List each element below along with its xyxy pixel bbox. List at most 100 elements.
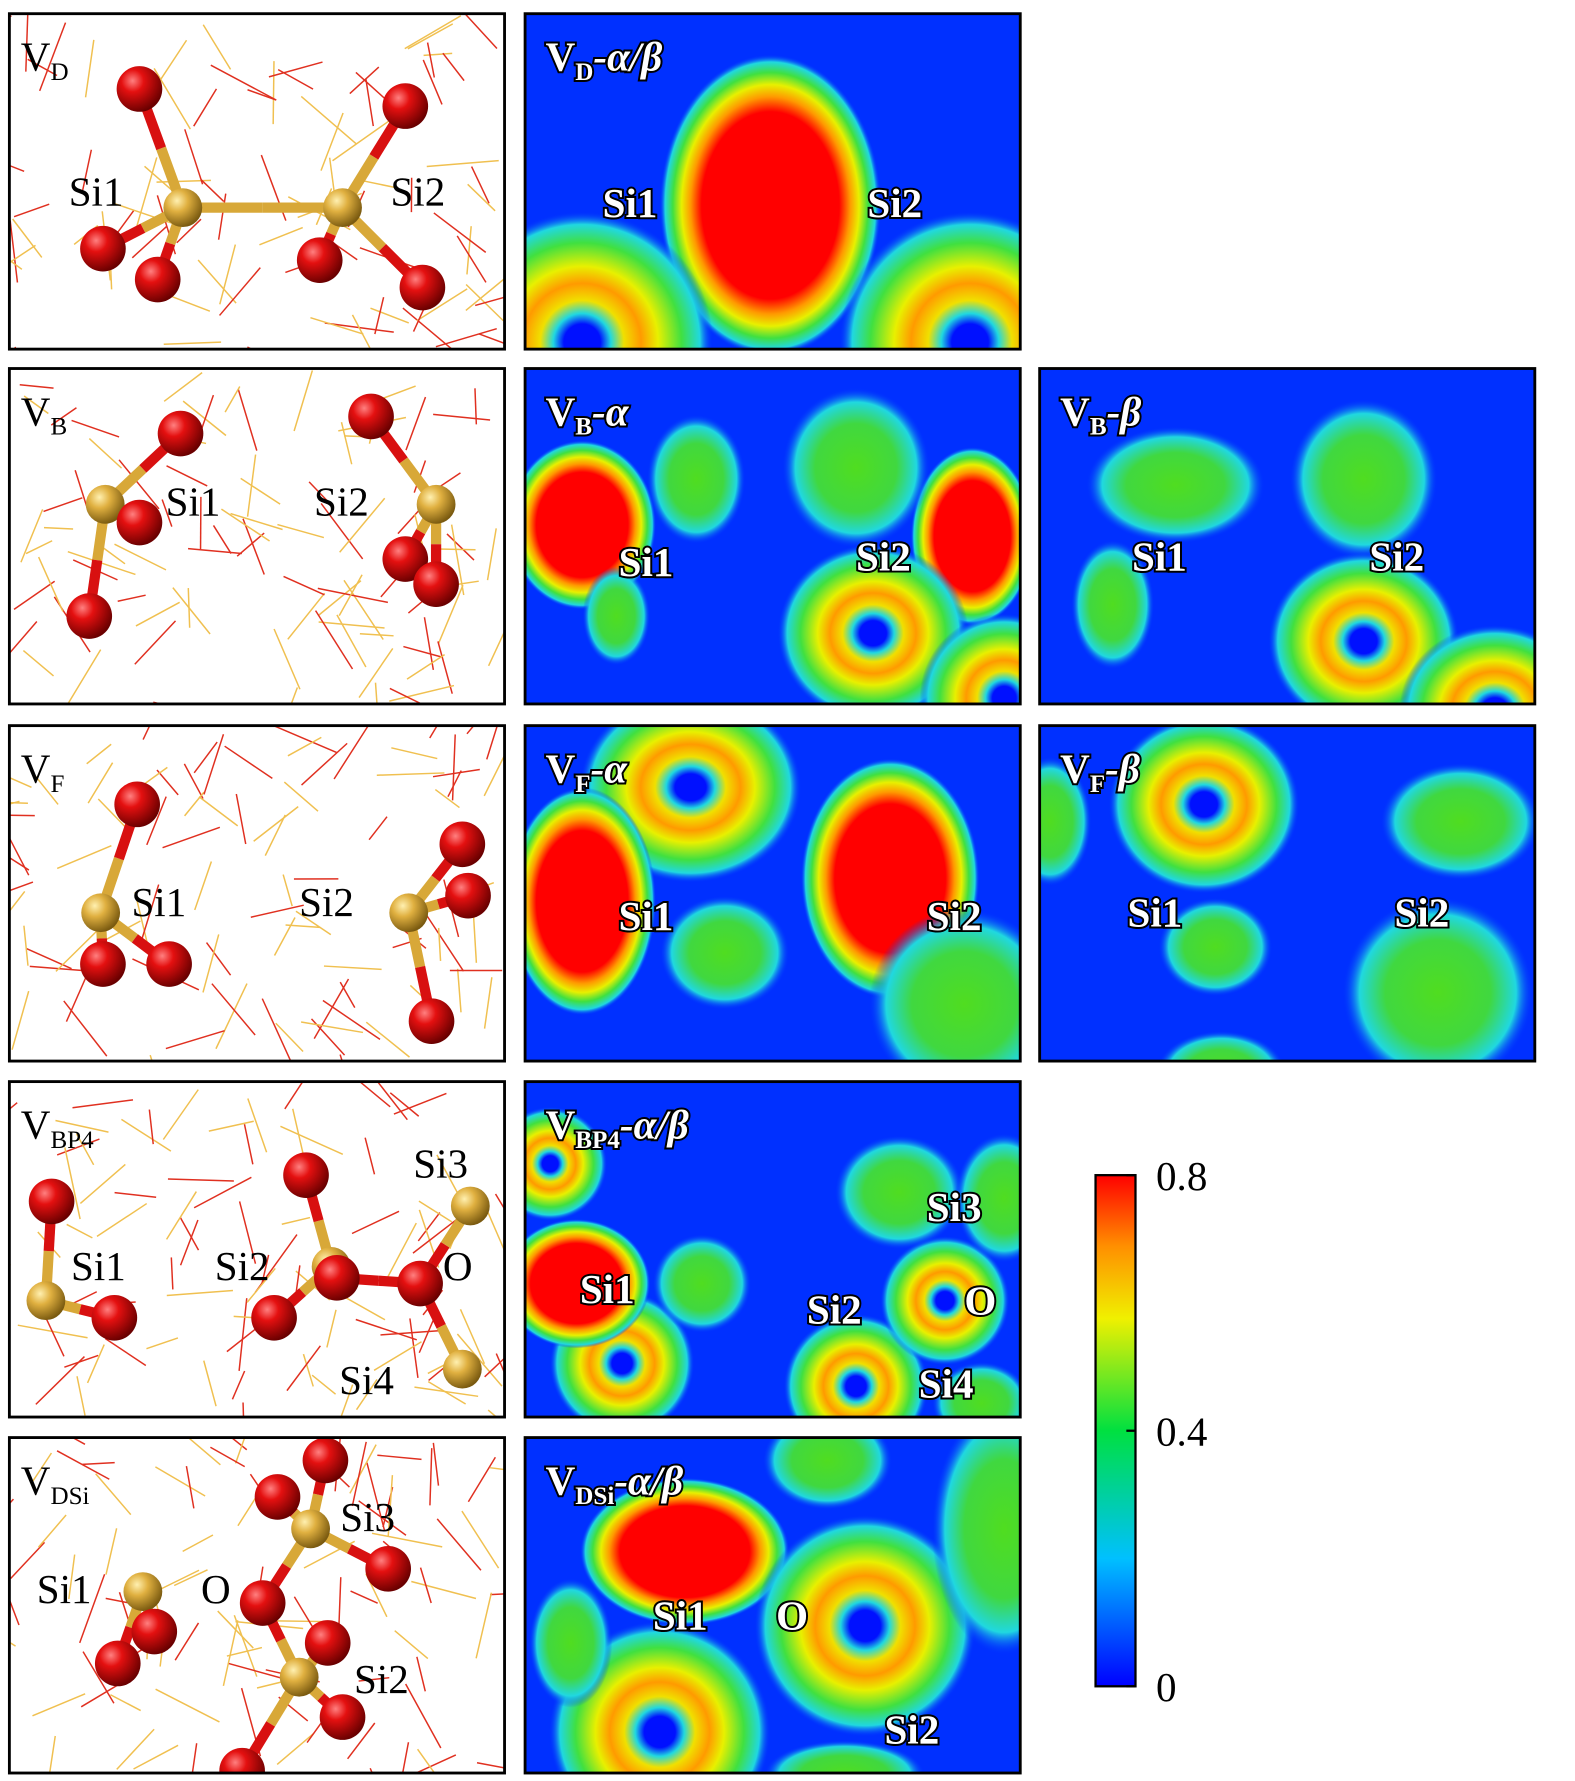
- density-blob: [660, 895, 790, 1010]
- structure-title: VBP4: [21, 1102, 94, 1154]
- network-bond: [347, 1722, 376, 1760]
- density-map: [525, 368, 1021, 704]
- network-bond: [489, 1466, 505, 1471]
- network-bond: [23, 395, 49, 415]
- network-bond: [67, 649, 102, 704]
- network-bond: [23, 925, 29, 966]
- density-blob: [1289, 399, 1438, 560]
- si-atom: [389, 893, 429, 933]
- label-main: V: [21, 34, 51, 80]
- network-bond: [105, 1528, 118, 1575]
- density-map: [525, 725, 1021, 1062]
- network-bond: [285, 924, 321, 929]
- network-bond: [437, 927, 442, 961]
- network-bond: [162, 826, 221, 849]
- network-bond: [136, 157, 158, 227]
- network-bond: [9, 220, 19, 283]
- network-bond: [385, 1222, 417, 1280]
- density-blob: [955, 1133, 1021, 1263]
- network-bond: [314, 610, 354, 670]
- label-sub: BP4: [575, 1127, 620, 1154]
- network-bond: [389, 684, 455, 702]
- network-bond: [355, 1318, 418, 1341]
- map-atom-label: Si4: [919, 1361, 974, 1407]
- network-bond: [50, 407, 77, 426]
- network-bond: [389, 1092, 420, 1117]
- o-atom: [28, 1178, 75, 1225]
- map-title: VB-β: [1060, 389, 1141, 441]
- panel-frame: [1038, 367, 1537, 706]
- network-bond: [9, 621, 38, 655]
- network-bond: [277, 523, 325, 539]
- map-atom-label: Si1: [653, 1592, 708, 1638]
- network-bond: [253, 806, 299, 842]
- o-atom: [348, 393, 394, 440]
- network-bond: [224, 745, 273, 779]
- network-bond: [32, 1693, 86, 1717]
- network-bond: [322, 999, 381, 1041]
- map-title: VB-α: [546, 389, 630, 441]
- network-bond: [476, 1762, 505, 1769]
- label-suffix: -α: [592, 389, 630, 435]
- network-bond: [100, 545, 126, 565]
- label-sub: DSi: [575, 1483, 614, 1510]
- density-blob: [1399, 624, 1535, 704]
- network-bond: [114, 543, 167, 571]
- label-main: V: [546, 746, 576, 792]
- density-blob: [525, 211, 714, 350]
- o-atom: [80, 225, 126, 272]
- label-main: V: [546, 389, 576, 435]
- network-bond: [418, 1200, 453, 1223]
- label-sub: D: [50, 59, 68, 86]
- atom-label: Si2: [314, 479, 369, 525]
- density-blob: [525, 440, 657, 610]
- network-bond: [490, 1593, 505, 1596]
- network-bond: [231, 1370, 246, 1400]
- network-bond: [358, 1676, 390, 1682]
- network-bond: [242, 1402, 245, 1418]
- network-bond: [351, 314, 371, 350]
- network-bond: [275, 1022, 304, 1052]
- atom-label: Si1: [166, 479, 221, 525]
- network-bond: [391, 747, 438, 760]
- o-atom: [157, 410, 204, 457]
- o-atom: [319, 1694, 366, 1740]
- network-bond: [203, 733, 225, 795]
- network-bond: [280, 1125, 344, 1156]
- network-bond: [302, 1353, 314, 1387]
- network-bond: [153, 68, 191, 130]
- density-blob: [1071, 540, 1155, 670]
- network-bond: [208, 1120, 254, 1132]
- density-blob: [1380, 762, 1535, 880]
- atom-label: Si3: [413, 1140, 468, 1186]
- network-bond: [495, 1353, 505, 1375]
- map-atom-label: Si1: [580, 1266, 635, 1312]
- network-bond: [187, 547, 242, 555]
- label-sub: F: [50, 771, 64, 798]
- network-bond: [78, 1573, 106, 1644]
- network-bond: [283, 575, 325, 596]
- network-bond: [276, 1732, 315, 1766]
- structure-title: VD: [21, 34, 69, 86]
- label-sub: B: [50, 414, 67, 441]
- network-bond: [368, 816, 388, 841]
- network-bond: [292, 1108, 305, 1157]
- network-bond: [165, 1029, 225, 1050]
- network-bond: [308, 481, 332, 505]
- network-bond: [339, 1054, 343, 1062]
- colorbar-tick-label: 0.8: [1156, 1153, 1207, 1199]
- network-bond: [268, 61, 323, 78]
- network-bond: [163, 341, 222, 345]
- network-bond: [22, 649, 55, 677]
- density-blob: [880, 1235, 1010, 1366]
- density-blob: [1158, 1030, 1284, 1062]
- network-bond: [165, 1191, 197, 1240]
- network-bond: [146, 1337, 179, 1350]
- network-bond: [79, 1163, 126, 1204]
- network-bond: [405, 1683, 442, 1749]
- network-bond: [71, 1437, 86, 1445]
- network-bond: [184, 129, 204, 185]
- label-sub: D: [575, 59, 593, 86]
- network-bond: [104, 1337, 147, 1367]
